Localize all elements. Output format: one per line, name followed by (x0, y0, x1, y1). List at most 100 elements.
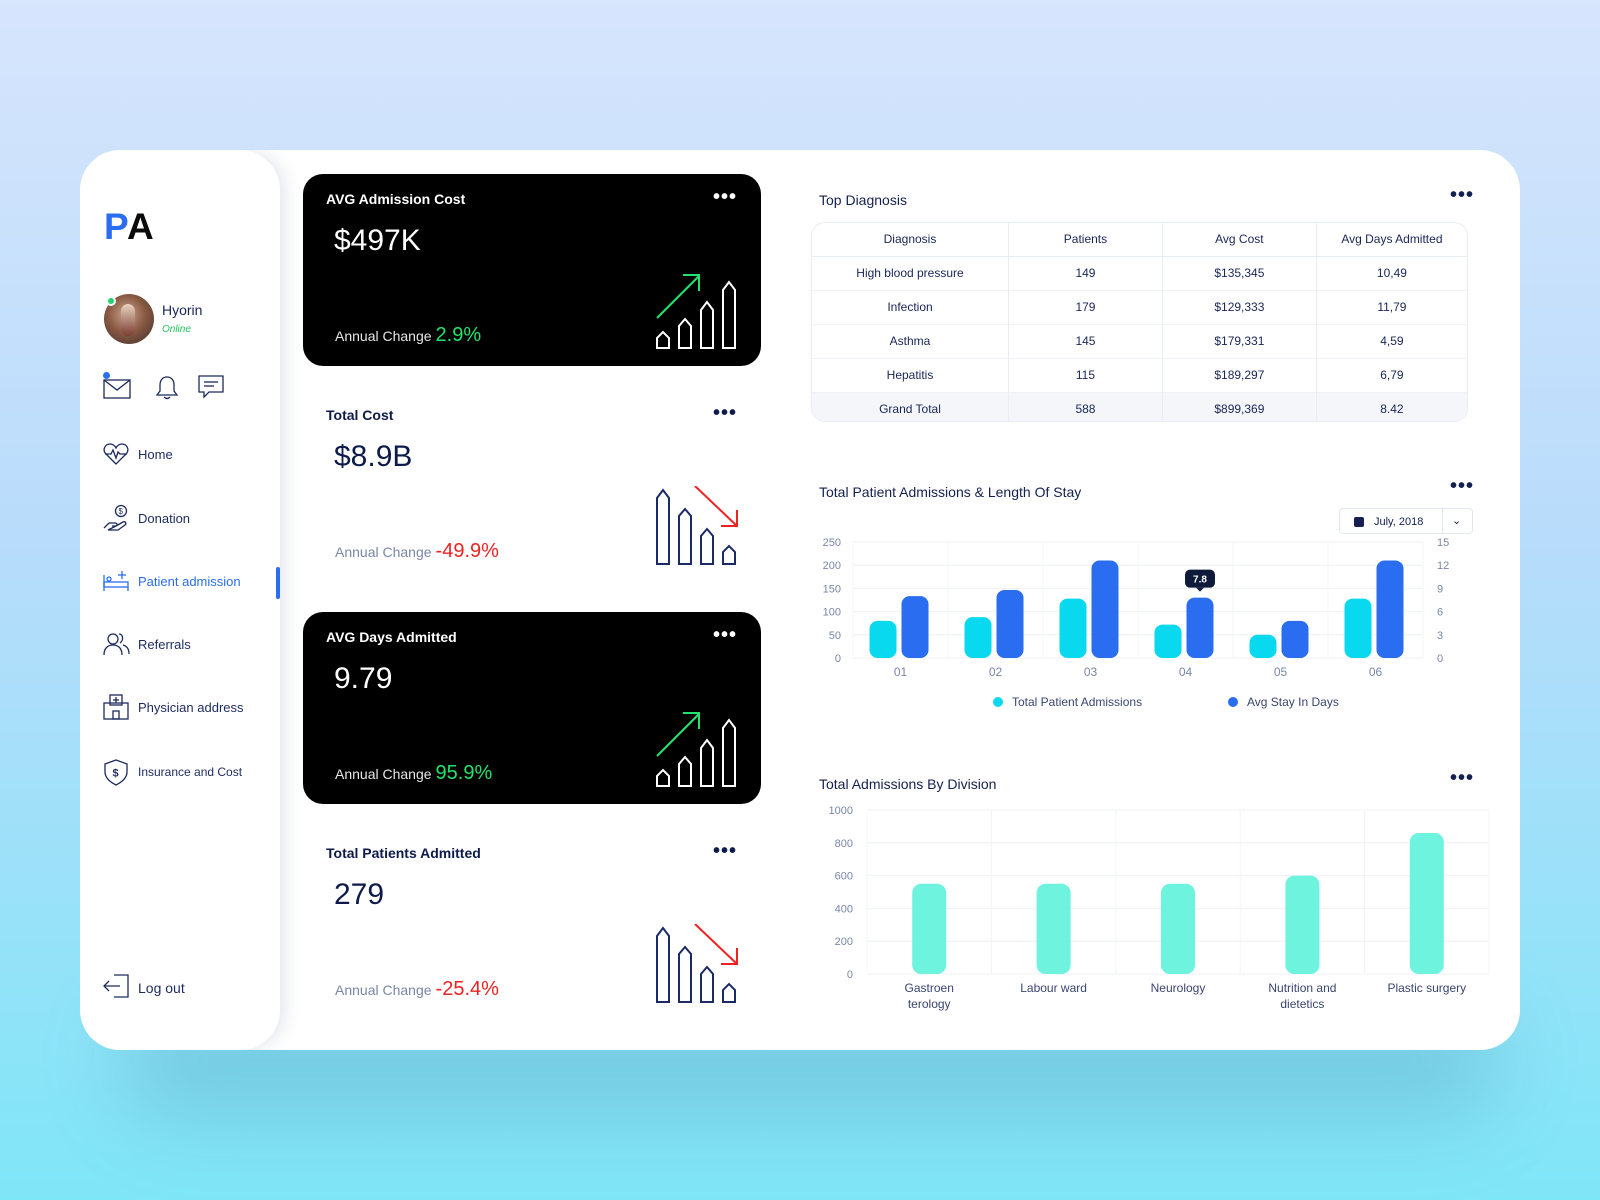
y-tick-label: 50 (829, 630, 841, 642)
nav-item-insurance-and-cost[interactable]: $ Insurance and Cost (80, 754, 280, 794)
y2-tick-label: 12 (1437, 560, 1449, 572)
table-cell: 588 (1008, 392, 1163, 421)
donation-hand-icon: $ (102, 504, 130, 532)
bar-avg-stay-in-days (1186, 597, 1214, 658)
column-header[interactable]: Diagnosis (812, 223, 1009, 257)
kpi-value: $8.9B (334, 440, 413, 473)
bar-avg-stay-in-days (901, 596, 929, 658)
x-tick-label: Neurology (1151, 981, 1206, 995)
tooltip-label: 7.8 (1193, 575, 1207, 586)
table-cell: 10,49 (1316, 256, 1467, 291)
change-label: Annual Change (335, 544, 432, 560)
bar-division (1285, 875, 1320, 974)
y-tick-label: 1000 (829, 805, 853, 817)
x-tick-label: 02 (989, 665, 1003, 679)
nav-item-donation[interactable]: $ Donation (80, 500, 280, 540)
logout-button[interactable]: Log out (80, 970, 280, 1006)
table-cell: Grand Total (812, 392, 1009, 421)
table-cell: 11,79 (1316, 290, 1467, 325)
nav-label: Referrals (138, 637, 191, 652)
kpi-card-avg-days-admitted: AVG Days Admitted ••• 9.79 Annual Change… (303, 612, 761, 804)
change-label: Annual Change (335, 982, 432, 998)
more-options-icon[interactable]: ••• (712, 186, 737, 208)
nav-item-home[interactable]: Home (80, 436, 280, 476)
trend-up-icon (655, 270, 739, 350)
quick-actions (102, 372, 242, 406)
table-cell: Infection (812, 290, 1009, 325)
change-label: Annual Change (335, 328, 432, 344)
division-chart: 0 200 400 600 800 1000 Gastroen terology Labour … (829, 805, 1490, 1011)
more-options-icon[interactable]: ••• (712, 402, 737, 424)
nav-item-referrals[interactable]: Referrals (80, 626, 280, 666)
division-chart-title: Total Admissions By Division (819, 776, 997, 792)
kpi-title: AVG Admission Cost (326, 191, 466, 207)
hospital-icon (102, 693, 130, 721)
more-options-icon[interactable]: ••• (712, 624, 737, 646)
legend-dot (993, 697, 1003, 707)
logout-label: Log out (138, 980, 185, 996)
more-options-icon[interactable]: ••• (1450, 475, 1475, 497)
y-tick-label: 600 (835, 871, 853, 883)
table-cell: High blood pressure (812, 256, 1009, 291)
bar-total-patient-admissions (964, 617, 992, 658)
table-row[interactable]: High blood pressure 149 $135,345 10,49 (812, 256, 1467, 291)
nav-label: Insurance and Cost (138, 765, 243, 779)
table-cell: $899,369 (1162, 392, 1317, 421)
user-profile[interactable]: Hyorin Online (104, 294, 274, 346)
bell-icon[interactable] (152, 372, 182, 402)
more-options-icon[interactable]: ••• (712, 840, 737, 862)
column-header[interactable]: Avg Cost (1162, 223, 1317, 257)
top-diagnosis-title: Top Diagnosis (819, 192, 907, 208)
y-tick-label: 150 (823, 583, 841, 595)
table-cell: $129,333 (1162, 290, 1317, 325)
change-value: -49.9% (435, 540, 499, 562)
nav-label: Home (138, 447, 173, 462)
y2-tick-label: 9 (1437, 583, 1443, 595)
table-row[interactable]: Infection 179 $129,333 11,79 (812, 290, 1467, 325)
table-cell: $135,345 (1162, 256, 1317, 291)
table-row[interactable]: Hepatitis 115 $189,297 6,79 (812, 358, 1467, 393)
column-header[interactable]: Avg Days Admitted (1316, 223, 1467, 257)
bar-division (1409, 832, 1444, 974)
kpi-change: Annual Change 2.9% (335, 324, 481, 347)
nav-item-physician-address[interactable]: Physician address (80, 689, 280, 729)
admissions-chart-title: Total Patient Admissions & Length Of Sta… (819, 484, 1082, 500)
more-options-icon[interactable]: ••• (1450, 184, 1475, 206)
table-cell: 8.42 (1316, 392, 1467, 421)
date-select[interactable]: July, 2018 ⌄ (1339, 508, 1473, 534)
table-cell: 149 (1008, 256, 1163, 291)
kpi-title: Total Cost (326, 407, 394, 423)
column-header[interactable]: Patients (1008, 223, 1163, 257)
x-tick-label-line: Neurology (1151, 981, 1206, 995)
kpi-value: $497K (334, 224, 421, 257)
nav-item-patient-admission[interactable]: Patient admission (80, 563, 280, 603)
app-logo[interactable]: PA (104, 206, 155, 248)
x-tick-label-line: Gastroen (905, 981, 954, 995)
chat-icon[interactable] (196, 372, 226, 402)
nav-label: Patient admission (138, 574, 241, 589)
shield-dollar-icon: $ (102, 758, 130, 786)
table-cell: 6,79 (1316, 358, 1467, 393)
online-status-dot (106, 296, 116, 306)
user-status: Online (162, 324, 191, 335)
more-options-icon[interactable]: ••• (1450, 767, 1475, 789)
table-row[interactable]: Asthma 145 $179,331 4,59 (812, 324, 1467, 359)
kpi-title: AVG Days Admitted (326, 629, 457, 645)
mail-icon[interactable] (102, 372, 132, 402)
kpi-card-total-patients-admitted: Total Patients Admitted ••• 279 Annual C… (303, 828, 761, 1020)
bar-total-patient-admissions (1059, 598, 1087, 658)
svg-text:$: $ (113, 768, 119, 780)
kpi-card-total-cost: Total Cost ••• $8.9B Annual Change -49.9% (303, 390, 761, 582)
x-tick-label-line: Labour ward (1020, 981, 1087, 995)
table-cell: 4,59 (1316, 324, 1467, 359)
top-diagnosis-table: Diagnosis Patients Avg Cost Avg Days Adm… (811, 222, 1468, 422)
tooltip-pointer (1196, 587, 1204, 592)
kpi-change: Annual Change -49.9% (335, 540, 499, 563)
x-tick-label-line: dietetics (1280, 997, 1324, 1011)
bar-avg-stay-in-days (1281, 620, 1309, 658)
calendar-icon (1354, 517, 1364, 527)
y-tick-label: 100 (823, 607, 841, 619)
y2-tick-label: 6 (1437, 607, 1443, 619)
user-name: Hyorin (162, 302, 203, 318)
table-cell: 145 (1008, 324, 1163, 359)
